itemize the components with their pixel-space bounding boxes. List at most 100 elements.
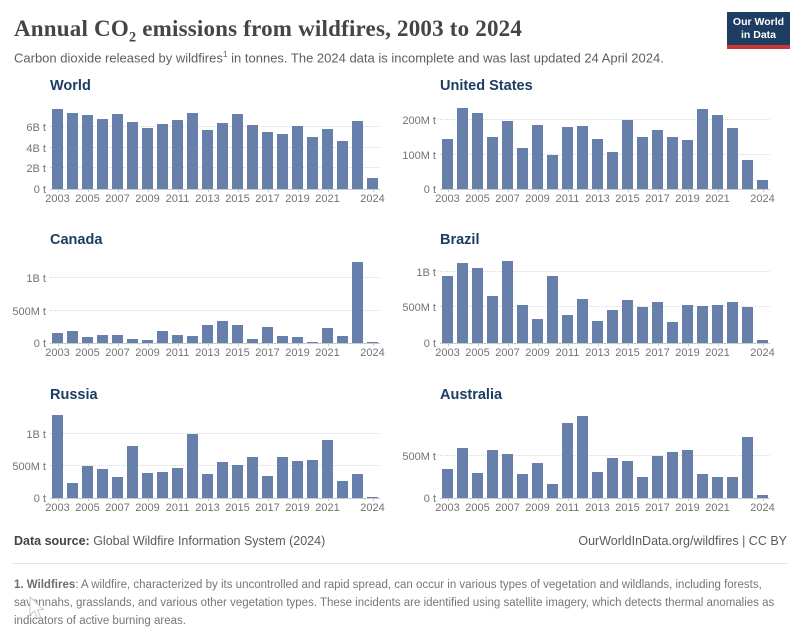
bar-russia-2018[interactable] xyxy=(277,456,288,498)
bar-brazil-2014[interactable] xyxy=(607,310,618,343)
bar-united-states-2008[interactable] xyxy=(517,147,528,189)
bar-united-states-2024[interactable] xyxy=(757,180,768,189)
bar-australia-2013[interactable] xyxy=(592,471,603,498)
bar-canada-2008[interactable] xyxy=(127,339,138,343)
bar-russia-2022[interactable] xyxy=(337,481,348,498)
bar-brazil-2016[interactable] xyxy=(637,307,648,343)
bar-russia-2007[interactable] xyxy=(112,476,123,498)
bar-world-2013[interactable] xyxy=(202,130,213,189)
bar-canada-2022[interactable] xyxy=(337,336,348,343)
bar-brazil-2018[interactable] xyxy=(667,321,678,343)
bar-world-2016[interactable] xyxy=(247,124,258,189)
bar-world-2024[interactable] xyxy=(367,178,378,189)
bar-russia-2012[interactable] xyxy=(187,433,198,498)
bar-world-2012[interactable] xyxy=(187,113,198,189)
bar-world-2009[interactable] xyxy=(142,127,153,189)
bar-brazil-2010[interactable] xyxy=(547,276,558,343)
bar-world-2007[interactable] xyxy=(112,113,123,189)
bar-russia-2015[interactable] xyxy=(232,464,243,498)
bar-united-states-2006[interactable] xyxy=(487,136,498,189)
bar-world-2022[interactable] xyxy=(337,140,348,189)
bar-brazil-2008[interactable] xyxy=(517,304,528,343)
bar-australia-2006[interactable] xyxy=(487,450,498,498)
bar-australia-2003[interactable] xyxy=(442,469,453,498)
bar-canada-2018[interactable] xyxy=(277,335,288,343)
bar-world-2008[interactable] xyxy=(127,122,138,189)
bar-canada-2013[interactable] xyxy=(202,324,213,343)
bar-united-states-2011[interactable] xyxy=(562,127,573,189)
bar-russia-2013[interactable] xyxy=(202,473,213,498)
bar-united-states-2022[interactable] xyxy=(727,128,738,189)
bar-russia-2005[interactable] xyxy=(82,465,93,498)
bar-canada-2024[interactable] xyxy=(367,342,378,343)
bar-brazil-2019[interactable] xyxy=(682,305,693,343)
bar-australia-2023[interactable] xyxy=(742,437,753,498)
bar-russia-2008[interactable] xyxy=(127,446,138,498)
bar-united-states-2003[interactable] xyxy=(442,139,453,189)
bar-australia-2015[interactable] xyxy=(622,460,633,498)
bar-canada-2017[interactable] xyxy=(262,326,273,343)
bar-australia-2024[interactable] xyxy=(757,495,768,498)
bar-united-states-2020[interactable] xyxy=(697,109,708,189)
bar-world-2018[interactable] xyxy=(277,134,288,189)
bar-world-2021[interactable] xyxy=(322,128,333,189)
bar-united-states-2012[interactable] xyxy=(577,126,588,189)
attribution-link[interactable]: OurWorldInData.org/wildfires | CC BY xyxy=(578,534,787,548)
bar-canada-2019[interactable] xyxy=(292,336,303,343)
bar-australia-2017[interactable] xyxy=(652,455,663,498)
bar-canada-2003[interactable] xyxy=(52,332,63,343)
bar-world-2003[interactable] xyxy=(52,109,63,189)
bar-united-states-2019[interactable] xyxy=(682,140,693,189)
bar-canada-2016[interactable] xyxy=(247,339,258,343)
bar-united-states-2004[interactable] xyxy=(457,107,468,189)
bar-russia-2004[interactable] xyxy=(67,482,78,498)
bar-canada-2014[interactable] xyxy=(217,321,228,343)
bar-brazil-2020[interactable] xyxy=(697,306,708,343)
bar-australia-2019[interactable] xyxy=(682,450,693,498)
bar-australia-2022[interactable] xyxy=(727,476,738,498)
bar-world-2014[interactable] xyxy=(217,123,228,189)
bar-russia-2017[interactable] xyxy=(262,475,273,498)
bar-australia-2007[interactable] xyxy=(502,454,513,498)
bar-canada-2005[interactable] xyxy=(82,337,93,343)
bar-united-states-2007[interactable] xyxy=(502,121,513,189)
bar-united-states-2018[interactable] xyxy=(667,137,678,189)
bar-brazil-2012[interactable] xyxy=(577,298,588,343)
bar-canada-2004[interactable] xyxy=(67,330,78,343)
bar-world-2011[interactable] xyxy=(172,120,183,189)
bar-russia-2010[interactable] xyxy=(157,472,168,498)
bar-world-2010[interactable] xyxy=(157,124,168,189)
bar-canada-2010[interactable] xyxy=(157,331,168,343)
bar-russia-2019[interactable] xyxy=(292,461,303,498)
bar-united-states-2023[interactable] xyxy=(742,159,753,189)
bar-brazil-2021[interactable] xyxy=(712,304,723,343)
bar-russia-2003[interactable] xyxy=(52,415,63,498)
bar-brazil-2011[interactable] xyxy=(562,315,573,343)
bar-russia-2014[interactable] xyxy=(217,462,228,498)
owid-logo[interactable]: Our World in Data xyxy=(727,12,790,49)
bar-australia-2016[interactable] xyxy=(637,476,648,498)
bar-united-states-2005[interactable] xyxy=(472,112,483,189)
bar-united-states-2009[interactable] xyxy=(532,124,543,189)
bar-australia-2005[interactable] xyxy=(472,472,483,498)
bar-united-states-2016[interactable] xyxy=(637,136,648,189)
bar-canada-2021[interactable] xyxy=(322,327,333,343)
bar-world-2019[interactable] xyxy=(292,126,303,189)
bar-world-2023[interactable] xyxy=(352,121,363,189)
bar-brazil-2007[interactable] xyxy=(502,260,513,343)
bar-australia-2012[interactable] xyxy=(577,416,588,498)
bar-australia-2010[interactable] xyxy=(547,483,558,498)
bar-united-states-2013[interactable] xyxy=(592,139,603,189)
bar-brazil-2009[interactable] xyxy=(532,318,543,343)
bar-united-states-2010[interactable] xyxy=(547,154,558,189)
bar-brazil-2023[interactable] xyxy=(742,307,753,343)
bar-canada-2015[interactable] xyxy=(232,325,243,343)
bar-brazil-2006[interactable] xyxy=(487,296,498,343)
bar-brazil-2003[interactable] xyxy=(442,276,453,343)
bar-world-2017[interactable] xyxy=(262,132,273,189)
bar-united-states-2021[interactable] xyxy=(712,115,723,189)
bar-russia-2024[interactable] xyxy=(367,496,378,498)
bar-canada-2023[interactable] xyxy=(352,261,363,343)
bar-world-2005[interactable] xyxy=(82,114,93,189)
bar-world-2015[interactable] xyxy=(232,114,243,189)
